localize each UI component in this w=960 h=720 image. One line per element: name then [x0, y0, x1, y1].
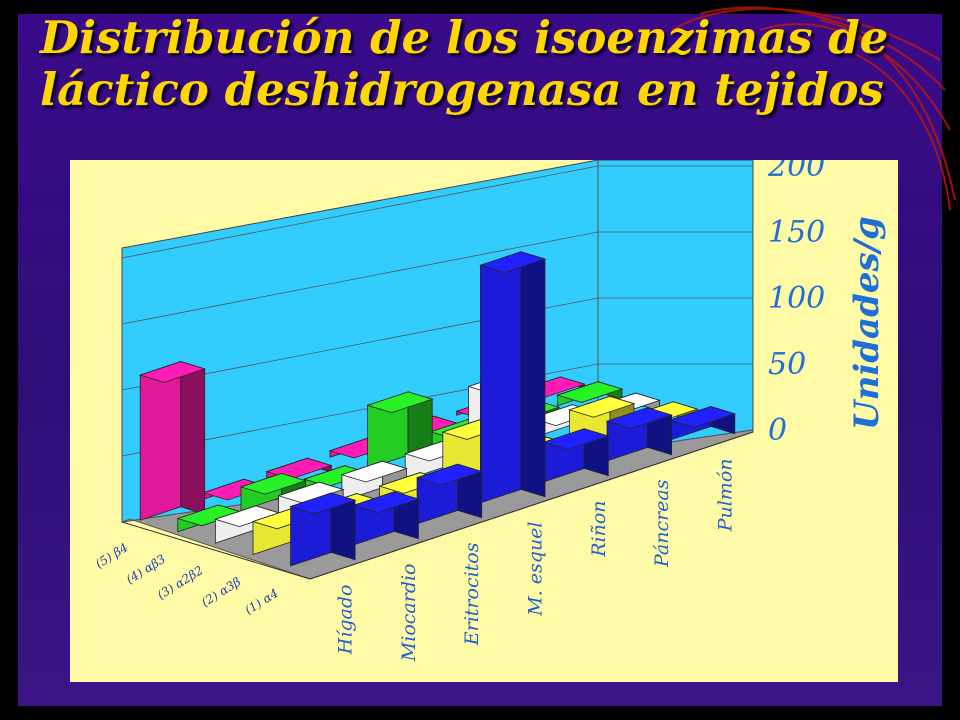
title-line-1: Distribución de los isoenzimas de: [40, 11, 889, 64]
title-line-2: láctico deshidrogenasa en tejidos: [40, 63, 884, 116]
bar: [605, 407, 673, 462]
chart: 0 50 100 150 200 Unidades/g (1) α4(2) α3β(3) α…: [93, 160, 887, 663]
bar: [366, 391, 434, 470]
category-label: Páncreas: [651, 479, 673, 568]
series-label: (4) αβ3: [124, 552, 169, 587]
chart-right-edge: [309, 431, 754, 580]
chart-panel: 0 50 100 150 200 Unidades/g (1) α4 (2) α3β (3) α…: [70, 160, 898, 682]
bar: [289, 492, 357, 567]
bar: [542, 428, 610, 483]
y-axis-label: Unidades/g: [847, 216, 887, 430]
gridline-left: [121, 165, 599, 259]
category-label: M. esquel: [525, 522, 547, 617]
y-tick-label: 200: [767, 160, 825, 184]
y-tick-label: 0: [768, 413, 787, 448]
y-tick-label: 100: [768, 281, 825, 316]
series-label: (2) α3β: [199, 575, 243, 610]
slide-title: Distribución de los isoenzimas de láctic…: [40, 11, 889, 116]
category-label: Eritrocitos: [461, 542, 483, 646]
category-label: Miocardio: [398, 564, 420, 663]
category-label: Riñon: [588, 501, 610, 558]
category-label: Hígado: [335, 585, 357, 656]
bar: [138, 361, 207, 521]
bar: [556, 381, 624, 407]
series-label: (1) α4: [242, 586, 280, 617]
series-label: (3) α2β2: [155, 563, 206, 602]
bar: [668, 406, 737, 441]
y-tick-label: 50: [768, 347, 806, 382]
y-tick-label: 150: [768, 215, 825, 250]
gridline-left: [121, 231, 599, 325]
category-label: Pulmón: [714, 459, 736, 533]
chart-front-edge: [121, 521, 311, 580]
bar: [415, 463, 484, 525]
series-label: (5) β4: [93, 540, 130, 571]
bar: [479, 251, 547, 504]
